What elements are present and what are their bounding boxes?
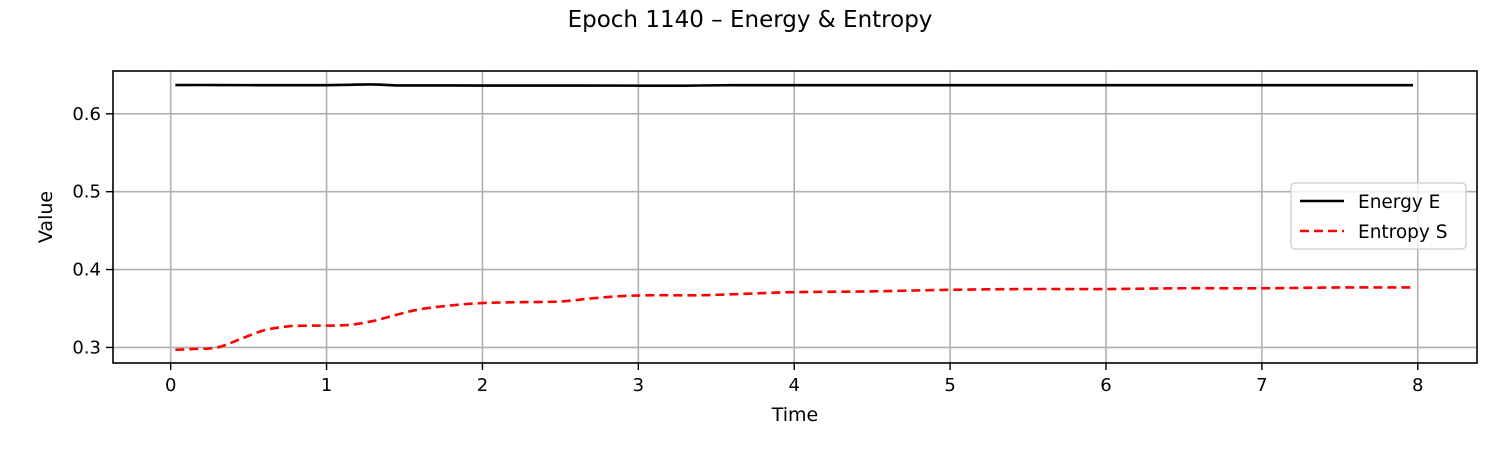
legend: Energy E Entropy S	[1290, 182, 1467, 250]
legend-label: Energy E	[1358, 192, 1440, 213]
series-line-energy-e	[175, 83, 1414, 87]
y-tick-label: 0.3	[72, 337, 101, 358]
x-tick-label: 2	[477, 375, 488, 396]
x-tick-label: 1	[321, 375, 332, 396]
series-layer	[175, 83, 1414, 352]
x-tick-label: 6	[1100, 375, 1111, 396]
y-tick-label: 0.6	[72, 104, 101, 125]
grid	[113, 71, 1477, 363]
axis-ticks: 0 1 2 3 4 5 6 7 8 0.3 0.4 0.5 0.6	[72, 104, 1423, 396]
x-tick-label: 0	[165, 375, 176, 396]
y-tick-label: 0.5	[72, 182, 101, 203]
plot-area-frame	[112, 70, 1478, 364]
x-tick-label: 7	[1256, 375, 1267, 396]
x-tick-label: 3	[633, 375, 644, 396]
series-line-entropy-s	[175, 286, 1414, 352]
x-tick-label: 5	[944, 375, 955, 396]
legend-label: Entropy S	[1358, 222, 1448, 243]
y-axis-label: Value	[35, 191, 57, 243]
legend-box	[1290, 182, 1467, 250]
x-axis-label: Time	[771, 404, 819, 426]
x-tick-label: 4	[788, 375, 799, 396]
x-tick-label: 8	[1412, 375, 1423, 396]
y-tick-label: 0.4	[72, 260, 101, 281]
chart-title: Epoch 1140 – Energy & Entropy	[568, 7, 933, 33]
